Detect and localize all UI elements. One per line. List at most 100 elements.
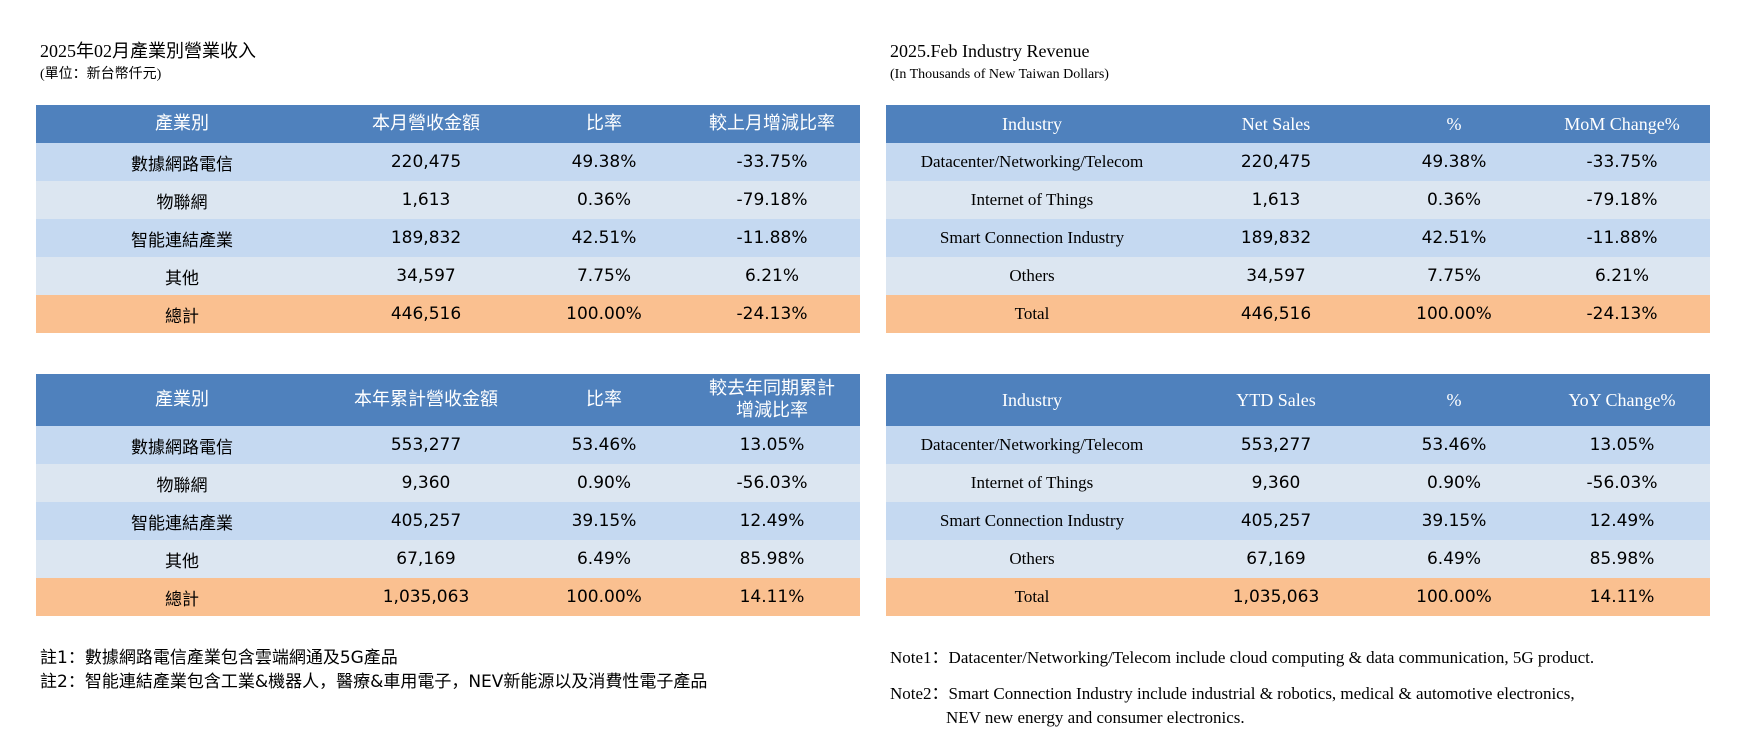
table-row: 物聯網 1,613 0.36% -79.18%	[36, 181, 860, 219]
cell-sales: 1,613	[1178, 181, 1374, 219]
cell-change: 12.49%	[684, 502, 860, 540]
cell-change: 14.11%	[1534, 578, 1710, 616]
cell-ratio: 100.00%	[1374, 578, 1534, 616]
cell-sales: 34,597	[328, 257, 524, 295]
left-unit-label: (單位：新台幣仟元)	[40, 67, 162, 82]
col-header-industry: Industry	[886, 105, 1178, 143]
cell-industry: Total	[886, 578, 1178, 616]
note-1: Note1：Datacenter/Networking/Telecom incl…	[890, 648, 1595, 667]
cell-sales: 189,832	[328, 219, 524, 257]
col-header-ratio: 比率	[524, 105, 684, 143]
table-header-row: 產業別 本年累計營收金額 比率 較去年同期累計 增減比率	[36, 374, 860, 426]
col-header-industry: Industry	[886, 374, 1178, 426]
total-row: Total 446,516 100.00% -24.13%	[886, 295, 1710, 333]
cell-industry: Smart Connection Industry	[886, 219, 1178, 257]
cell-ratio: 0.90%	[524, 464, 684, 502]
col-header-ytd-sales: 本年累計營收金額	[328, 374, 524, 426]
cell-industry: 總計	[36, 578, 328, 616]
cell-change: -56.03%	[684, 464, 860, 502]
cell-ratio: 0.36%	[1374, 181, 1534, 219]
right-page-title: 2025.Feb Industry Revenue	[890, 41, 1090, 61]
total-row: 總計 446,516 100.00% -24.13%	[36, 295, 860, 333]
col-header-yoy-change: 較去年同期累計 增減比率	[684, 374, 860, 426]
table-row: 智能連結產業 189,832 42.51% -11.88%	[36, 219, 860, 257]
cell-ratio: 49.38%	[1374, 143, 1534, 181]
col-header-change: 較上月增減比率	[684, 105, 860, 143]
cell-change: -33.75%	[1534, 143, 1710, 181]
col-header-net-sales: Net Sales	[1178, 105, 1374, 143]
cell-ratio: 6.49%	[524, 540, 684, 578]
cell-sales: 34,597	[1178, 257, 1374, 295]
cell-industry: Others	[886, 257, 1178, 295]
col-header-yoy-change: YoY Change%	[1534, 374, 1710, 426]
note-1: 註1：數據網路電信產業包含雲端網通及5G產品	[40, 648, 398, 668]
right-unit-label: (In Thousands of New Taiwan Dollars)	[890, 67, 1109, 82]
left-page-title: 2025年02月產業別營業收入	[40, 41, 256, 61]
cell-ratio: 42.51%	[1374, 219, 1534, 257]
right-monthly-table: Industry Net Sales % MoM Change% Datacen…	[886, 105, 1710, 333]
note-2: Note2：Smart Connection Industry include …	[890, 684, 1575, 703]
table-row: Datacenter/Networking/Telecom 553,277 53…	[886, 426, 1710, 464]
total-row: 總計 1,035,063 100.00% 14.11%	[36, 578, 860, 616]
cell-industry: Datacenter/Networking/Telecom	[886, 143, 1178, 181]
cell-ratio: 7.75%	[524, 257, 684, 295]
col-header-percent: %	[1374, 374, 1534, 426]
cell-ratio: 49.38%	[524, 143, 684, 181]
table-row: 智能連結產業 405,257 39.15% 12.49%	[36, 502, 860, 540]
col-header-sales: 本月營收金額	[328, 105, 524, 143]
cell-industry: Internet of Things	[886, 464, 1178, 502]
cell-change: -24.13%	[1534, 295, 1710, 333]
cell-change: 13.05%	[1534, 426, 1710, 464]
table-row: Datacenter/Networking/Telecom 220,475 49…	[886, 143, 1710, 181]
cell-industry: Datacenter/Networking/Telecom	[886, 426, 1178, 464]
cell-industry: Internet of Things	[886, 181, 1178, 219]
cell-ratio: 53.46%	[524, 426, 684, 464]
table-header-row: Industry Net Sales % MoM Change%	[886, 105, 1710, 143]
cell-change: 85.98%	[1534, 540, 1710, 578]
cell-sales: 67,169	[328, 540, 524, 578]
table-row: Others 67,169 6.49% 85.98%	[886, 540, 1710, 578]
cell-ratio: 39.15%	[1374, 502, 1534, 540]
table-row: Smart Connection Industry 405,257 39.15%…	[886, 502, 1710, 540]
total-row: Total 1,035,063 100.00% 14.11%	[886, 578, 1710, 616]
cell-ratio: 100.00%	[524, 295, 684, 333]
header-line-2: 增減比率	[736, 400, 808, 421]
cell-sales: 220,475	[328, 143, 524, 181]
left-ytd-table: 產業別 本年累計營收金額 比率 較去年同期累計 增減比率 數據網路電信 553,2…	[36, 374, 860, 616]
left-monthly-table: 產業別 本月營收金額 比率 較上月增減比率 數據網路電信 220,475 49.…	[36, 105, 860, 333]
cell-change: 14.11%	[684, 578, 860, 616]
cell-change: -33.75%	[684, 143, 860, 181]
note-2: 註2：智能連結產業包含工業&機器人，醫療&車用電子，NEV新能源以及消費性電子產…	[40, 672, 708, 692]
cell-change: -79.18%	[684, 181, 860, 219]
cell-change: 6.21%	[1534, 257, 1710, 295]
cell-sales: 220,475	[1178, 143, 1374, 181]
cell-sales: 9,360	[1178, 464, 1374, 502]
header-line-1: 較去年同期累計	[709, 378, 835, 399]
cell-change: 85.98%	[684, 540, 860, 578]
cell-ratio: 7.75%	[1374, 257, 1534, 295]
cell-ratio: 100.00%	[524, 578, 684, 616]
cell-industry: 其他	[36, 257, 328, 295]
col-header-industry: 產業別	[36, 105, 328, 143]
table-row: 其他 34,597 7.75% 6.21%	[36, 257, 860, 295]
cell-industry: 智能連結產業	[36, 502, 328, 540]
cell-change: 6.21%	[684, 257, 860, 295]
table-row: Internet of Things 1,613 0.36% -79.18%	[886, 181, 1710, 219]
cell-ratio: 100.00%	[1374, 295, 1534, 333]
cell-industry: 總計	[36, 295, 328, 333]
cell-sales: 405,257	[328, 502, 524, 540]
cell-sales: 446,516	[328, 295, 524, 333]
cell-ratio: 39.15%	[524, 502, 684, 540]
cell-industry: 數據網路電信	[36, 426, 328, 464]
table-row: 數據網路電信 220,475 49.38% -33.75%	[36, 143, 860, 181]
cell-sales: 405,257	[1178, 502, 1374, 540]
cell-ratio: 0.90%	[1374, 464, 1534, 502]
cell-sales: 67,169	[1178, 540, 1374, 578]
col-header-industry: 產業別	[36, 374, 328, 426]
cell-industry: 物聯網	[36, 181, 328, 219]
cell-change: 13.05%	[684, 426, 860, 464]
cell-sales: 189,832	[1178, 219, 1374, 257]
cell-industry: Total	[886, 295, 1178, 333]
cell-industry: 智能連結產業	[36, 219, 328, 257]
